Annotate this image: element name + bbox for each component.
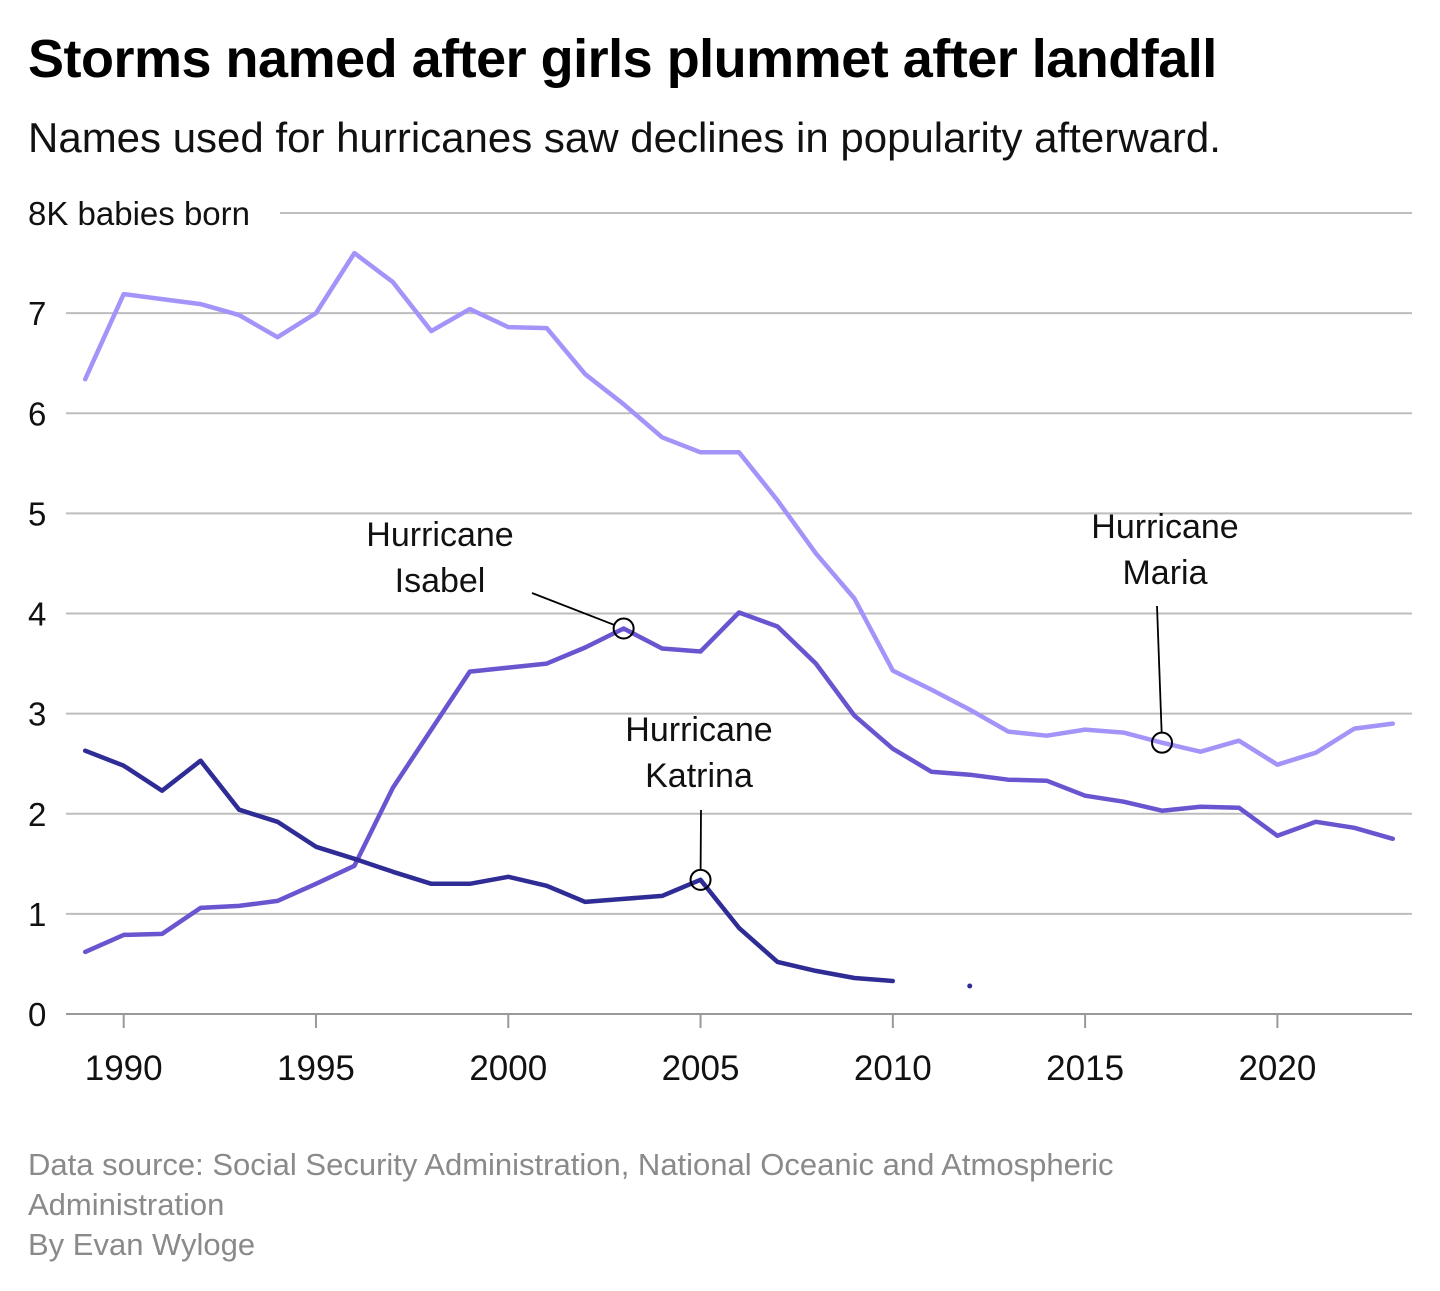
annotation-isabel: Hurricane Isabel: [366, 516, 635, 640]
x-tick-label: 2015: [1046, 1049, 1124, 1088]
annotation-maria: Hurricane Maria: [1091, 508, 1239, 754]
chart-title: Storms named after girls plummet after l…: [28, 29, 1217, 89]
x-tick-label: 1990: [85, 1049, 163, 1088]
byline: By Evan Wyloge: [28, 1227, 256, 1262]
annotations: HurricaneIsabelHurricaneKatrinaHurricane…: [366, 508, 1239, 891]
x-tick-label: 1995: [277, 1049, 355, 1088]
annotation-label: Hurricane: [625, 711, 772, 749]
y-tick-label: 7: [28, 295, 46, 332]
y-axis-labels: 8K babies born 7 6 5 4 3 2 1 0: [28, 195, 250, 1033]
series-line-isabel: [82, 610, 1396, 955]
y-tick-label: 4: [28, 596, 46, 633]
annotation-marker: [612, 617, 635, 640]
chart-subtitle: Names used for hurricanes saw declines i…: [28, 114, 1221, 161]
annotation-marker: [689, 868, 712, 891]
x-tick-label: 2020: [1238, 1049, 1316, 1088]
annotation-label: Hurricane: [1091, 508, 1238, 546]
annotation-katrina: Hurricane Katrina: [625, 711, 773, 891]
annotation-label: Isabel: [395, 562, 486, 600]
annotation-label: Katrina: [645, 757, 753, 795]
annotation-label: Maria: [1122, 554, 1207, 592]
gridlines: [66, 212, 1412, 915]
series-line-maria: [82, 250, 1396, 767]
y-tick-label: 3: [28, 696, 46, 733]
chart-footer: Data source: Social Security Administrat…: [28, 1145, 1328, 1265]
annotation-label: Hurricane: [366, 516, 513, 554]
x-tick-label: 2000: [469, 1049, 547, 1088]
line-chart: 1990 1995 2000 2005 2010 2015 2020 8K babies b…: [28, 195, 1412, 1088]
y-tick-label: 6: [28, 395, 46, 432]
series-line-katrina: [82, 748, 896, 984]
y-tick-label: 8K babies born: [28, 195, 250, 232]
y-tick-label: 2: [28, 796, 46, 833]
annotation-leader: [531, 592, 615, 626]
series-point-katrina: [967, 983, 973, 989]
annotation-leader: [1156, 605, 1163, 733]
y-tick-label: 1: [28, 896, 46, 933]
data-source-note: Data source: Social Security Administrat…: [28, 1147, 1114, 1222]
x-tick-label: 2010: [854, 1049, 932, 1088]
x-tick-label: 2005: [662, 1049, 740, 1088]
y-tick-label: 0: [28, 996, 46, 1033]
series-lines: [82, 250, 1396, 989]
annotation-marker: [1151, 731, 1174, 754]
x-axis: 1990 1995 2000 2005 2010 2015 2020: [66, 1013, 1412, 1088]
y-tick-label: 5: [28, 495, 46, 532]
